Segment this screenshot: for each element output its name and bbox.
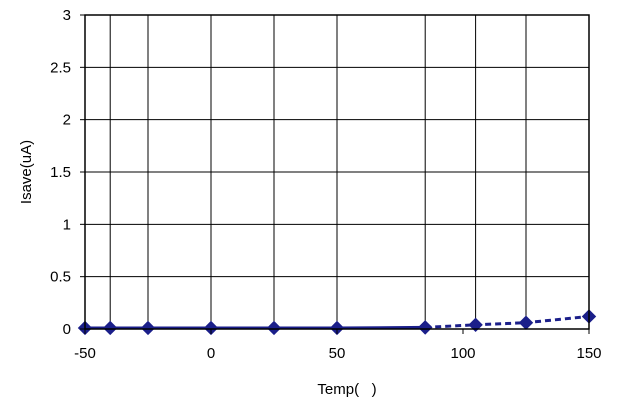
x-tick-label: 150 xyxy=(576,345,601,362)
series-1-marker xyxy=(203,320,219,336)
series-2-line xyxy=(425,314,590,329)
y-tick-labels: 0 0.5 1 1.5 2 2.5 3 xyxy=(50,7,85,338)
y-tick-label: 1 xyxy=(63,216,71,233)
x-tick-label: 50 xyxy=(329,345,346,362)
series-1-line xyxy=(85,325,426,330)
series-2-marker xyxy=(417,320,433,335)
x-tick-label: -50 xyxy=(74,345,96,362)
series-2-marker xyxy=(468,317,483,333)
y-tick-label: 0.5 xyxy=(50,269,71,286)
grid-lines xyxy=(84,14,590,330)
series-1-marker xyxy=(102,320,118,336)
series-2-marker xyxy=(518,315,534,330)
x-axis-label: Temp( ) xyxy=(317,381,376,398)
y-tick-label: 1.5 xyxy=(50,164,71,181)
y-tick-label: 3 xyxy=(63,7,71,24)
x-tick-label: 100 xyxy=(450,345,475,362)
y-axis-label: Isave(uA) xyxy=(18,140,35,204)
y-tick-label: 2.5 xyxy=(50,59,71,76)
series-1-marker xyxy=(329,320,345,336)
x-tick-label: 0 xyxy=(207,345,215,362)
series-1-marker xyxy=(140,320,156,336)
x-tick-labels: -50 0 50 100 150 xyxy=(74,329,602,362)
series-1-marker xyxy=(266,320,282,336)
y-tick-label: 2 xyxy=(63,112,71,129)
series-layer xyxy=(77,309,597,336)
y-tick-label: 0 xyxy=(63,321,71,338)
